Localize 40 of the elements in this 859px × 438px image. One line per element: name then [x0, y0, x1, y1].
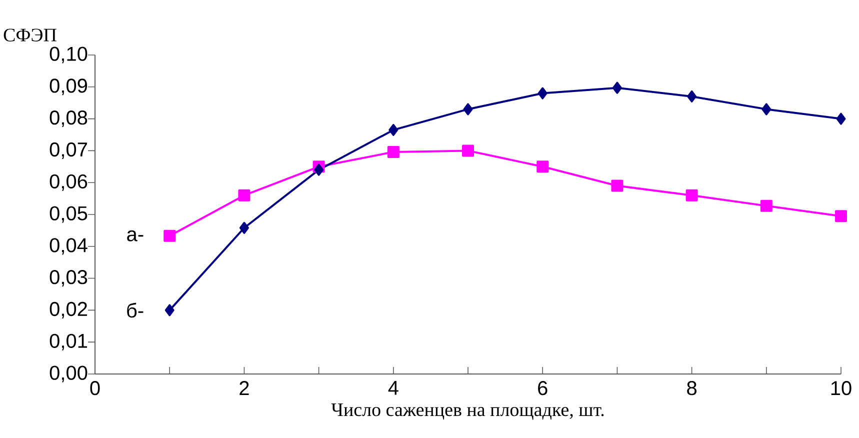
y-tick-label: 0,04 — [50, 238, 88, 255]
point — [836, 112, 846, 125]
y-tick-label: 0,06 — [50, 174, 88, 191]
y-tick-label: 0,10 — [50, 46, 88, 64]
y-tick-label: 0,09 — [50, 78, 88, 96]
point — [462, 144, 474, 157]
point — [538, 87, 548, 100]
y-tick-label: 0,01 — [50, 334, 87, 350]
x-tick-label: 2 — [240, 381, 249, 395]
x-tick-label: 6 — [538, 381, 548, 396]
point — [388, 124, 398, 136]
y-tick-label: 0,08 — [50, 110, 88, 128]
point — [463, 103, 473, 116]
point — [686, 189, 698, 202]
y-tick-label: 0,00 — [50, 366, 88, 382]
point — [611, 180, 624, 192]
x-tick-label: 8 — [687, 381, 696, 396]
point — [687, 90, 697, 102]
point — [239, 222, 249, 234]
point — [164, 230, 176, 242]
point — [762, 103, 772, 116]
y-tick-label: 0,03 — [50, 270, 88, 287]
y-axis-title: СФЭП — [4, 28, 56, 42]
point — [387, 146, 400, 158]
point — [238, 189, 250, 202]
series-label: а- — [127, 230, 144, 242]
point — [835, 210, 847, 222]
y-tick-label: 0,07 — [50, 142, 87, 159]
x-tick-label: 4 — [388, 381, 398, 395]
point — [164, 304, 174, 316]
x-tick-label: 0 — [90, 381, 100, 396]
x-tick-label: 10 — [831, 381, 852, 396]
point — [314, 164, 324, 176]
y-tick-label: 0,02 — [50, 302, 87, 318]
y-tick-label: 0,05 — [50, 206, 88, 223]
point — [760, 200, 772, 212]
series-label: б- — [127, 302, 144, 318]
point — [536, 160, 549, 173]
x-axis-title: Число саженцев на площадке, шт. — [331, 404, 604, 420]
point — [612, 82, 622, 94]
